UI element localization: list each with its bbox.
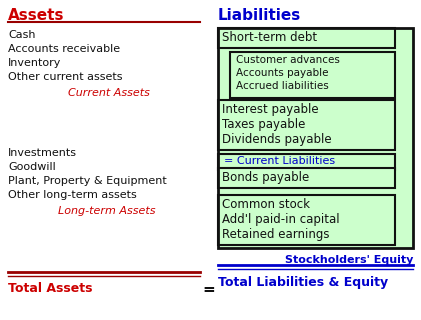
Text: Inventory: Inventory xyxy=(8,58,61,68)
Text: Long-term Assets: Long-term Assets xyxy=(58,206,155,216)
Bar xyxy=(230,52,395,98)
Text: Interest payable: Interest payable xyxy=(222,103,319,116)
Bar xyxy=(218,154,395,170)
Text: =: = xyxy=(203,282,216,297)
Text: Total Assets: Total Assets xyxy=(8,282,93,295)
Text: Bonds payable: Bonds payable xyxy=(222,171,309,184)
Text: Plant, Property & Equipment: Plant, Property & Equipment xyxy=(8,176,167,186)
Bar xyxy=(218,28,413,248)
Text: Investments: Investments xyxy=(8,148,77,158)
Text: Add'l paid-in capital: Add'l paid-in capital xyxy=(222,213,340,226)
Text: Short-term debt: Short-term debt xyxy=(222,31,317,44)
Text: Assets: Assets xyxy=(8,8,64,23)
Text: Accrued liabilities: Accrued liabilities xyxy=(236,81,329,91)
Text: Other long-term assets: Other long-term assets xyxy=(8,190,137,200)
Text: Customer advances: Customer advances xyxy=(236,55,340,65)
Text: Accounts payable: Accounts payable xyxy=(236,68,328,78)
Text: Taxes payable: Taxes payable xyxy=(222,118,305,131)
Text: Other current assets: Other current assets xyxy=(8,72,123,82)
Text: Liabilities: Liabilities xyxy=(218,8,301,23)
Text: Total Liabilities & Equity: Total Liabilities & Equity xyxy=(218,276,388,289)
Text: Current Assets: Current Assets xyxy=(68,88,150,98)
Text: = Current Liabilities: = Current Liabilities xyxy=(224,156,335,166)
Bar xyxy=(218,28,413,248)
Text: Accounts receivable: Accounts receivable xyxy=(8,44,120,54)
Text: Cash: Cash xyxy=(8,30,35,40)
Bar xyxy=(218,28,395,48)
Text: Stockholders' Equity: Stockholders' Equity xyxy=(285,255,413,265)
Bar xyxy=(218,168,395,188)
Text: Dividends payable: Dividends payable xyxy=(222,133,332,146)
Bar xyxy=(218,195,395,245)
Text: Retained earnings: Retained earnings xyxy=(222,228,330,241)
Bar xyxy=(218,100,395,150)
Text: Common stock: Common stock xyxy=(222,198,310,211)
Text: Goodwill: Goodwill xyxy=(8,162,56,172)
